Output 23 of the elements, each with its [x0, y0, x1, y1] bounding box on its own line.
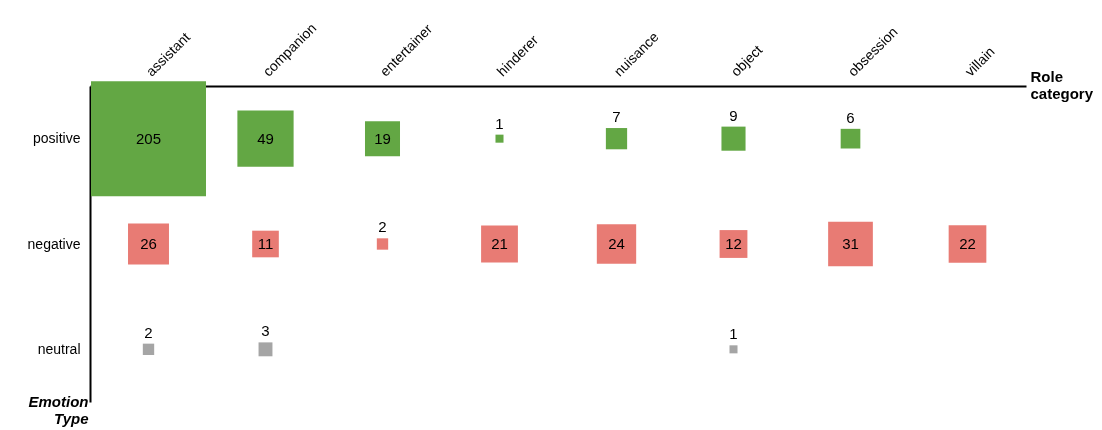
data-label: 21	[491, 235, 508, 252]
data-label: 12	[725, 235, 742, 252]
data-label: 22	[959, 235, 976, 252]
x-axis-title: Role category	[1030, 67, 1094, 102]
data-label: 7	[612, 108, 621, 126]
data-label: 31	[842, 235, 859, 252]
data-label: 2	[144, 323, 153, 341]
data-label: 1	[729, 325, 738, 343]
data-label: 49	[257, 129, 274, 147]
data-label: 11	[257, 235, 274, 252]
y-tick-label: negative	[27, 235, 81, 252]
y-axis-title: Emotion Type	[28, 392, 89, 427]
data-label: 26	[140, 235, 157, 252]
data-label: 24	[608, 235, 625, 252]
y-tick-label: positive	[33, 130, 81, 147]
data-label: 9	[729, 106, 738, 124]
data-label: 6	[846, 108, 855, 126]
data-label: 205	[135, 129, 162, 147]
data-label: 1	[495, 114, 504, 132]
y-tick-label: neutral	[37, 340, 81, 357]
data-label: 19	[374, 129, 391, 147]
data-label: 3	[261, 322, 270, 340]
data-label: 2	[378, 218, 387, 236]
